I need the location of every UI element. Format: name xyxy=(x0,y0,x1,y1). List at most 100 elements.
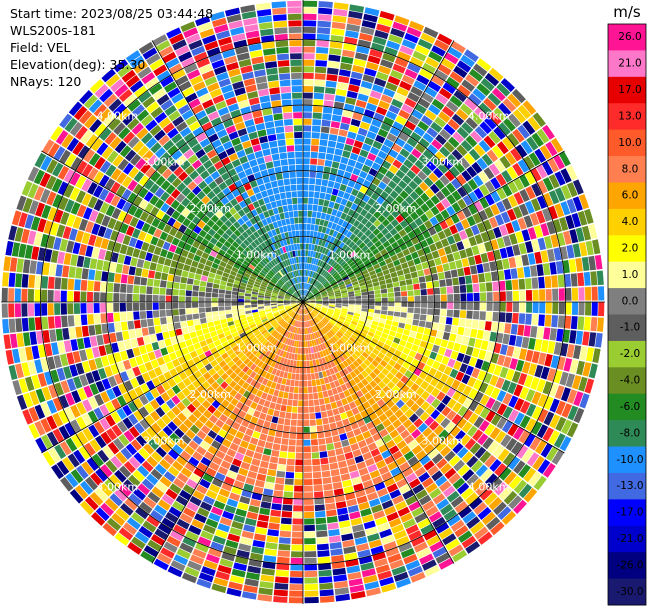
range-gate xyxy=(523,215,533,228)
range-gate xyxy=(411,109,424,120)
range-gate xyxy=(161,493,175,506)
range-gate xyxy=(101,355,110,367)
range-gate xyxy=(308,197,314,204)
range-gate xyxy=(33,169,45,185)
range-gate xyxy=(229,207,237,216)
range-gate xyxy=(455,108,469,121)
range-gate xyxy=(472,283,480,293)
range-gate xyxy=(518,430,530,444)
range-gate xyxy=(309,327,313,333)
range-gate xyxy=(317,275,322,281)
range-gate xyxy=(30,216,41,231)
range-gate xyxy=(221,399,230,408)
range-gate xyxy=(272,496,283,504)
range-gate xyxy=(314,265,319,272)
range-gate xyxy=(153,317,161,326)
range-gate xyxy=(381,297,388,302)
range-gate xyxy=(179,143,191,154)
range-gate xyxy=(206,395,216,404)
range-gate xyxy=(312,465,321,472)
range-gate xyxy=(329,48,342,56)
range-gate xyxy=(124,498,138,511)
range-gate xyxy=(453,459,465,472)
range-gate xyxy=(313,290,319,295)
range-gate xyxy=(261,269,268,275)
range-gate xyxy=(405,215,414,225)
range-gate xyxy=(327,311,333,315)
range-gate xyxy=(427,302,434,309)
range-gate xyxy=(75,230,85,243)
range-gate xyxy=(244,307,252,312)
range-gate xyxy=(385,547,400,557)
range-gate xyxy=(383,138,394,148)
range-gate xyxy=(245,329,252,335)
range-gate xyxy=(440,302,447,309)
range-gate xyxy=(258,274,265,279)
range-gate xyxy=(328,229,335,236)
range-gate xyxy=(274,332,280,339)
range-gate xyxy=(135,506,149,520)
range-gate xyxy=(264,357,271,364)
range-gate xyxy=(245,269,252,276)
range-gate xyxy=(258,587,273,596)
range-gate xyxy=(1,287,8,302)
range-gate xyxy=(316,315,322,321)
range-gate xyxy=(230,398,239,407)
range-gate xyxy=(278,307,285,310)
range-gate xyxy=(345,137,355,146)
range-gate xyxy=(328,54,341,62)
range-gate xyxy=(42,262,50,276)
range-gate xyxy=(141,241,150,252)
range-gate xyxy=(316,324,321,330)
range-gate xyxy=(446,387,456,398)
range-gate xyxy=(237,256,245,263)
range-gate xyxy=(185,302,192,309)
range-gate xyxy=(514,412,525,426)
range-gate xyxy=(21,317,29,332)
range-gate xyxy=(457,447,469,459)
range-gate xyxy=(450,243,459,253)
range-gate xyxy=(514,255,523,267)
range-gate xyxy=(138,199,149,211)
range-gate xyxy=(368,294,375,299)
range-gate xyxy=(307,250,311,257)
range-gate xyxy=(298,341,301,348)
range-gate xyxy=(491,321,499,332)
range-gate xyxy=(312,237,317,245)
range-gate xyxy=(206,200,215,210)
range-gate xyxy=(435,93,449,105)
range-gate xyxy=(326,332,332,339)
range-gate xyxy=(22,409,34,425)
range-gate xyxy=(146,515,160,528)
range-gate xyxy=(490,413,502,426)
range-gate xyxy=(281,287,287,292)
range-gate xyxy=(451,202,462,213)
range-gate xyxy=(304,289,306,296)
range-gate xyxy=(317,556,331,564)
range-gate xyxy=(307,210,313,218)
range-gate xyxy=(534,148,547,163)
range-gate xyxy=(327,276,333,282)
range-gate xyxy=(224,252,232,260)
range-gate xyxy=(324,283,330,288)
range-gate xyxy=(169,432,180,443)
range-gate xyxy=(375,106,388,116)
range-gate xyxy=(460,218,470,230)
range-gate xyxy=(331,316,338,322)
range-gate xyxy=(164,156,175,168)
range-gate xyxy=(257,514,270,522)
range-gate xyxy=(197,462,208,472)
range-gate xyxy=(335,265,342,272)
range-gate xyxy=(120,350,129,361)
range-gate xyxy=(499,467,512,481)
range-gate xyxy=(313,106,323,113)
range-gate xyxy=(317,259,322,266)
range-gate xyxy=(331,114,342,122)
range-gate xyxy=(309,300,316,302)
range-gate xyxy=(256,390,263,398)
range-gate xyxy=(387,287,394,293)
range-gate xyxy=(335,247,341,254)
range-gate xyxy=(436,264,444,273)
range-gate xyxy=(176,518,190,530)
range-gate xyxy=(420,308,427,315)
